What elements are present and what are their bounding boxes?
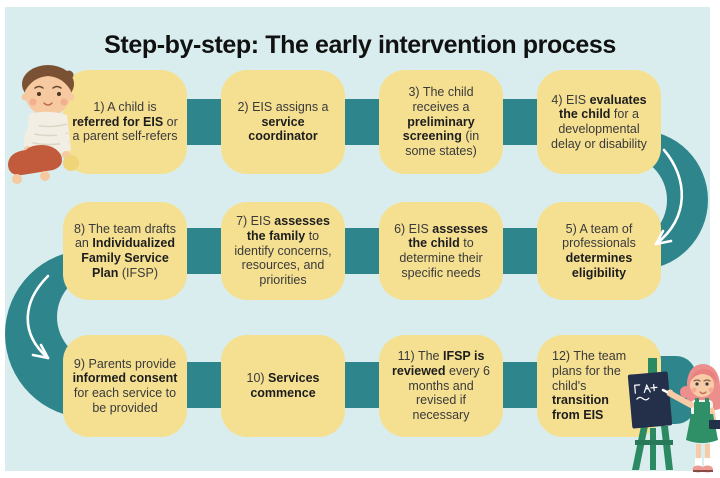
connector-7-6 — [341, 228, 381, 274]
step-11-box: 11) The IFSP is reviewed every 6 months … — [379, 335, 503, 437]
step-8-text: 8) The team drafts an Individualized Fam… — [74, 221, 176, 280]
connector-10-11 — [341, 362, 381, 408]
step-8-box: 8) The team drafts an Individualized Fam… — [63, 202, 187, 300]
connector-6-5 — [499, 228, 539, 274]
baby-face — [25, 70, 71, 116]
step-2-text: 2) EIS assigns a service coordinator — [237, 99, 329, 144]
connector-3-4 — [499, 99, 539, 145]
baby-illustration — [8, 65, 79, 184]
step-3-box: 3) The child receives a preliminary scre… — [379, 70, 503, 174]
page-title: Step-by-step: The early intervention pro… — [104, 30, 616, 59]
teacher-illustration — [627, 358, 720, 473]
baby-pants — [8, 145, 62, 176]
step-11-text: 11) The IFSP is reviewed every 6 months … — [392, 349, 490, 423]
easel-leg — [661, 426, 673, 470]
step-7-text: 7) EIS assesses the family to identify c… — [234, 214, 332, 288]
curved-arrow-down-right-icon — [26, 274, 50, 360]
step-6-text: 6) EIS assesses the child to determine t… — [394, 221, 488, 280]
step-5-box: 5) A team of professionals determines el… — [537, 202, 661, 300]
step-1-box: 1) A child is referred for EIS or a pare… — [63, 70, 187, 174]
connector-9-10 — [183, 362, 223, 408]
chalk — [661, 388, 669, 394]
step-7-box: 7) EIS assesses the family to identify c… — [221, 202, 345, 300]
curved-arrow-down-left-icon — [654, 148, 684, 246]
connector-8-7 — [183, 228, 223, 274]
teacher-pinafore — [694, 402, 710, 416]
step-9-box: 9) Parents provide informed consent for … — [63, 335, 187, 437]
easel-leg — [632, 426, 648, 470]
connector-11-12 — [499, 362, 539, 408]
step-5-text: 5) A team of professionals determines el… — [562, 221, 636, 280]
step-10-box: 10) Services commence — [221, 335, 345, 437]
book — [709, 420, 720, 429]
teacher-arm — [668, 391, 694, 408]
connector-1-2 — [183, 99, 223, 145]
step-9-text: 9) Parents provide informed consent for … — [72, 356, 178, 415]
step-12-text: 12) The team plans for the child's trans… — [552, 349, 627, 423]
step-4-box: 4) EIS evaluates the child for a develop… — [537, 70, 661, 174]
step-1-text: 1) A child is referred for EIS or a pare… — [72, 99, 178, 144]
step-10-text: 10) Services commence — [246, 371, 320, 400]
baby-toy — [63, 155, 79, 171]
step-6-box: 6) EIS assesses the child to determine t… — [379, 202, 503, 300]
step-2-box: 2) EIS assigns a service coordinator — [221, 70, 345, 174]
step-4-text: 4) EIS evaluates the child for a develop… — [551, 92, 647, 151]
step-3-text: 3) The child receives a preliminary scre… — [402, 85, 480, 159]
chalkboard — [627, 371, 673, 429]
connector-2-3 — [341, 99, 381, 145]
